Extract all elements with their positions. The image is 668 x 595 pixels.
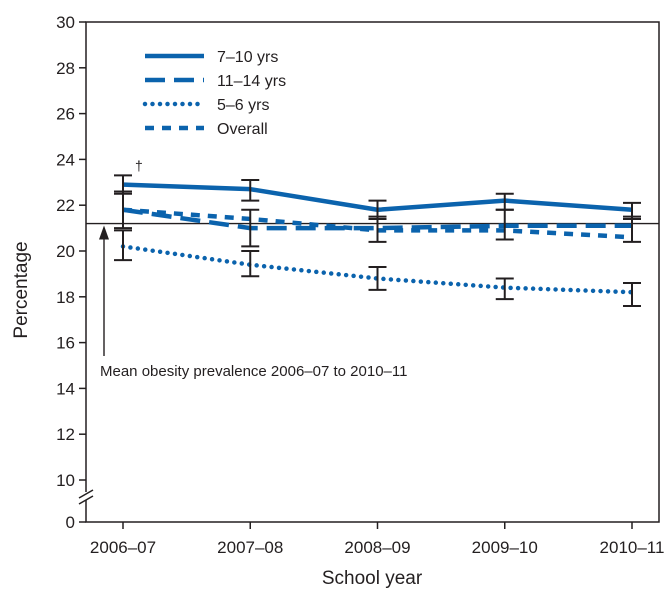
error-bar bbox=[623, 215, 641, 243]
x-tick-label: 2010–11 bbox=[600, 538, 665, 557]
y-tick-label: 28 bbox=[56, 59, 75, 78]
x-tick-label: 2008–09 bbox=[344, 538, 410, 557]
error-bar bbox=[241, 179, 260, 202]
legend-label-2: 5–6 yrs bbox=[217, 97, 269, 114]
error-bar bbox=[495, 208, 514, 241]
legend-label-3: Overall bbox=[217, 121, 268, 138]
reference-line-label: Mean obesity prevalence 2006–07 to 2010–… bbox=[100, 363, 407, 380]
y-tick-label: 14 bbox=[56, 379, 75, 398]
y-tick-label: 22 bbox=[56, 196, 75, 215]
x-tick-label: 2006–07 bbox=[90, 538, 156, 557]
y-tick-label: 26 bbox=[56, 105, 75, 124]
legend: 7–10 yrs 11–14 yrs 5–6 yrs Overall bbox=[142, 49, 286, 138]
y-axis: 0 10 12 14 16 18 20 22 24 26 28 30 bbox=[56, 13, 94, 532]
y-tick-label: 24 bbox=[56, 150, 75, 169]
x-tick-label: 2007–08 bbox=[217, 538, 283, 557]
error-bar bbox=[368, 215, 387, 243]
error-bar bbox=[114, 229, 132, 262]
y-tick-label: 10 bbox=[56, 471, 75, 490]
plot-area-frame bbox=[85, 21, 660, 523]
reference-arrow-head bbox=[99, 225, 109, 240]
error-bars: † bbox=[114, 157, 641, 307]
y-tick-label: 16 bbox=[56, 334, 75, 353]
y-tick-label: 30 bbox=[56, 13, 75, 32]
y-axis-label: Percentage bbox=[11, 241, 32, 338]
error-bar bbox=[368, 266, 387, 291]
y-tick-label: 20 bbox=[56, 242, 75, 261]
legend-label-1: 11–14 yrs bbox=[217, 73, 286, 90]
x-axis: 2006–07 2007–08 2008–09 2009–10 2010–11 bbox=[90, 522, 665, 557]
dagger-annotation: † bbox=[135, 157, 143, 173]
error-bar bbox=[495, 277, 514, 301]
series-line-1 bbox=[122, 207, 632, 231]
legend-label-0: 7–10 yrs bbox=[217, 49, 278, 66]
reference-line: Mean obesity prevalence 2006–07 to 2010–… bbox=[86, 222, 659, 380]
error-bar bbox=[114, 190, 132, 230]
y-axis-break bbox=[78, 489, 94, 505]
error-bar bbox=[241, 208, 260, 248]
y-tick-label: 12 bbox=[56, 425, 75, 444]
y-axis-break-mark bbox=[78, 495, 94, 505]
y-tick-label: 0 bbox=[66, 513, 75, 532]
error-bar bbox=[241, 250, 260, 278]
y-axis-break-mark bbox=[78, 489, 94, 499]
y-tick-label: 18 bbox=[56, 288, 75, 307]
x-tick-label: 2009–10 bbox=[472, 538, 538, 557]
error-bar bbox=[623, 282, 641, 307]
x-axis-label: School year bbox=[322, 568, 423, 589]
y-axis-break-gap bbox=[78, 492, 94, 500]
